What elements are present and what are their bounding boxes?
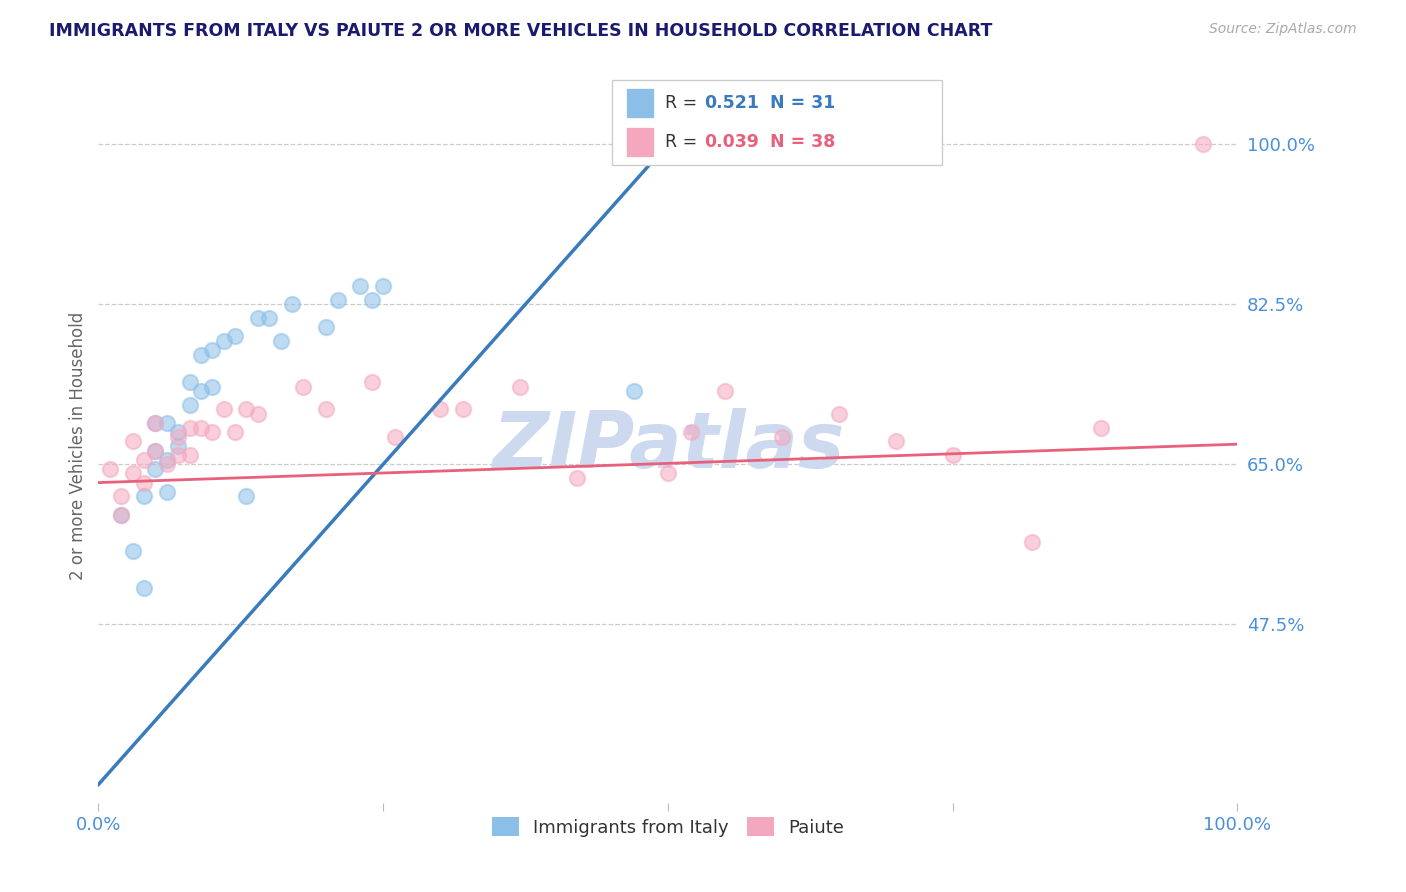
Point <box>145 416 167 430</box>
Point <box>349 279 371 293</box>
Point <box>110 508 132 522</box>
Point <box>259 310 281 325</box>
Point <box>156 458 179 472</box>
Point <box>201 425 224 440</box>
Point <box>121 434 143 449</box>
Point <box>281 297 304 311</box>
Point <box>190 420 212 434</box>
Text: N = 31: N = 31 <box>770 95 835 112</box>
Point <box>360 293 382 307</box>
Point <box>212 334 235 348</box>
Text: N = 38: N = 38 <box>770 133 835 151</box>
Point <box>224 425 246 440</box>
Point <box>145 443 167 458</box>
Point <box>201 379 224 393</box>
Point <box>132 475 155 490</box>
Point <box>179 420 201 434</box>
Point <box>145 416 167 430</box>
Y-axis label: 2 or more Vehicles in Household: 2 or more Vehicles in Household <box>69 312 87 580</box>
Point <box>110 489 132 503</box>
Point <box>360 375 382 389</box>
Point <box>167 448 190 462</box>
Point <box>884 434 907 449</box>
Point <box>565 471 588 485</box>
Point <box>156 416 179 430</box>
Point <box>179 448 201 462</box>
Point <box>679 425 702 440</box>
Point <box>201 343 224 357</box>
Text: IMMIGRANTS FROM ITALY VS PAIUTE 2 OR MORE VEHICLES IN HOUSEHOLD CORRELATION CHAR: IMMIGRANTS FROM ITALY VS PAIUTE 2 OR MOR… <box>49 22 993 40</box>
Point <box>98 462 121 476</box>
Point <box>110 508 132 522</box>
Point <box>451 402 474 417</box>
Point <box>623 384 645 398</box>
Point <box>235 489 257 503</box>
Point <box>179 375 201 389</box>
Point <box>429 402 451 417</box>
Point <box>167 430 190 444</box>
Point <box>156 484 179 499</box>
Point <box>235 402 257 417</box>
Point <box>190 347 212 361</box>
Point <box>224 329 246 343</box>
Point <box>1090 420 1112 434</box>
Point <box>121 544 143 558</box>
Point <box>315 402 337 417</box>
Point <box>714 384 737 398</box>
Point <box>315 320 337 334</box>
Point <box>190 384 212 398</box>
Point <box>1192 137 1215 152</box>
Point <box>326 293 349 307</box>
Point <box>132 452 155 467</box>
Point <box>145 443 167 458</box>
Text: R =: R = <box>665 133 703 151</box>
Text: 0.039: 0.039 <box>704 133 759 151</box>
Point <box>179 398 201 412</box>
Point <box>942 448 965 462</box>
Point <box>1021 535 1043 549</box>
Point <box>828 407 851 421</box>
Point <box>246 407 269 421</box>
Point <box>121 467 143 481</box>
Point <box>156 452 179 467</box>
Point <box>132 489 155 503</box>
Point <box>292 379 315 393</box>
Point <box>509 379 531 393</box>
Point <box>371 279 394 293</box>
Text: R =: R = <box>665 95 703 112</box>
Point <box>770 430 793 444</box>
Point <box>167 439 190 453</box>
Text: 0.521: 0.521 <box>704 95 759 112</box>
Point <box>132 581 155 595</box>
Point <box>167 425 190 440</box>
Point <box>270 334 292 348</box>
Point <box>384 430 406 444</box>
Text: ZIPatlas: ZIPatlas <box>492 408 844 484</box>
Point <box>246 310 269 325</box>
Legend: Immigrants from Italy, Paiute: Immigrants from Italy, Paiute <box>484 810 852 844</box>
Point <box>657 467 679 481</box>
Text: Source: ZipAtlas.com: Source: ZipAtlas.com <box>1209 22 1357 37</box>
Point <box>145 462 167 476</box>
Point <box>212 402 235 417</box>
